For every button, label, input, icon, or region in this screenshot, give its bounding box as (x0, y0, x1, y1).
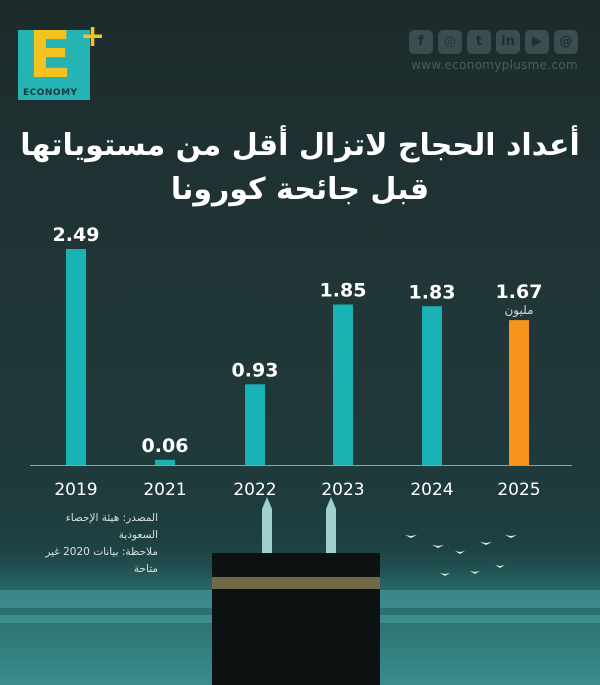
economy-plus-logo: E + ECONOMY (18, 19, 106, 102)
threads-icon[interactable]: @ (554, 30, 578, 54)
data-label-2019: 2.49 (53, 224, 100, 246)
kaaba-scene (0, 497, 600, 685)
website-url[interactable]: www.economyplusme.com (411, 58, 578, 72)
chart-title-line-2: قبل جائحة كورونا (170, 172, 430, 207)
bar-2024 (422, 306, 442, 465)
instagram-icon[interactable]: ◎ (438, 30, 462, 54)
data-label-2023: 1.85 (320, 280, 367, 302)
data-label-2021: 0.06 (142, 435, 189, 457)
data-label-2025: 1.67 (496, 281, 543, 303)
bar-2025 (509, 320, 529, 465)
chart-title-line-1: أعداد الحجاج لاتزال أقل من مستوياتها (20, 128, 580, 163)
source-line: المصدر: هيئة الإحصاء السعودية (65, 512, 158, 541)
bar-2021 (155, 459, 175, 465)
data-label-2024: 1.83 (409, 281, 456, 303)
logo-word: ECONOMY (20, 88, 81, 98)
bar-2022 (245, 384, 265, 465)
logo-plus: + (80, 19, 106, 54)
unit-label: مليون (504, 303, 533, 318)
linkedin-icon[interactable]: in (496, 30, 520, 54)
youtube-icon[interactable]: ▶ (525, 30, 549, 54)
bar-2023 (333, 304, 353, 465)
birds (405, 535, 517, 576)
logo-letter: E (28, 19, 72, 93)
social-icons: f ◎ t in ▶ @ (409, 30, 578, 54)
facebook-icon[interactable]: f (409, 30, 433, 54)
data-label-2022: 0.93 (232, 359, 279, 381)
twitter-icon[interactable]: t (467, 30, 491, 54)
chart-source-note: المصدر: هيئة الإحصاء السعودية ملاحظة: بي… (38, 510, 158, 578)
note-line: ملاحظة: بيانات 2020 غير متاحة (45, 546, 158, 575)
kaaba (212, 553, 380, 685)
bar-2019 (66, 249, 86, 465)
minarets (262, 497, 336, 569)
